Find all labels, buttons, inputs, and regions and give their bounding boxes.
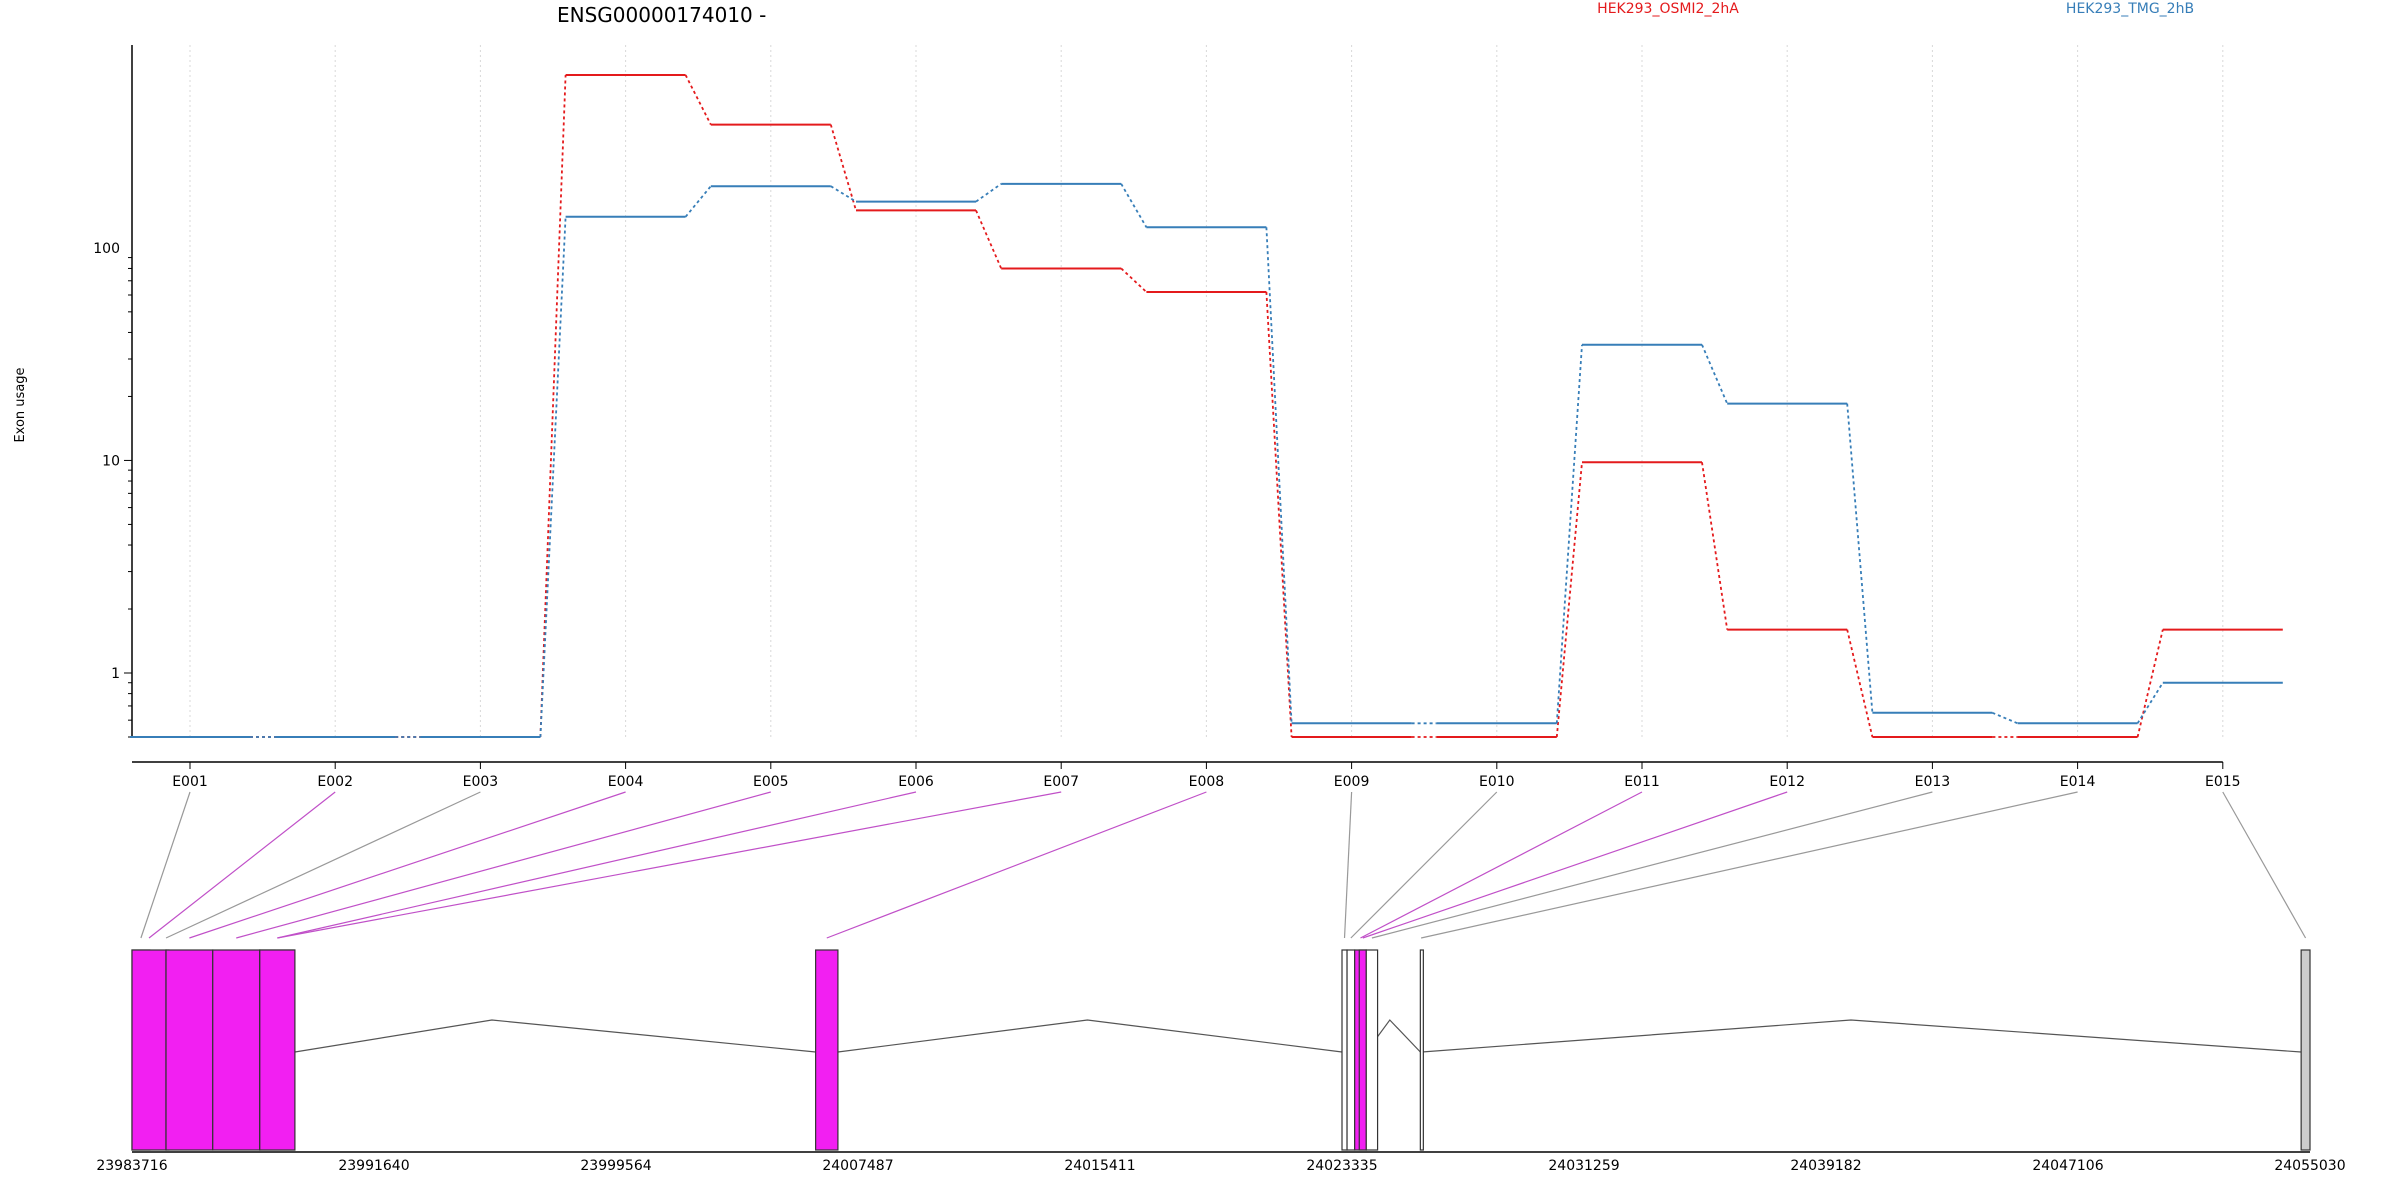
exon-box-e013	[1365, 949, 1379, 1151]
axes: 1 10 100 E001 E002 E003 E004 E005 E006 E007 E008 E0…	[93, 45, 2241, 790]
x-tick-label-e014: E014	[2060, 774, 2096, 790]
series-1-connector	[1701, 462, 1729, 630]
genome-coordinate-label: 24023335	[1306, 1158, 1377, 1174]
x-tick-label-e002: E002	[317, 774, 353, 790]
x-tick-label-e007: E007	[1043, 774, 1079, 790]
genome-coordinate-label: 24047106	[2032, 1158, 2103, 1174]
genome-coordinate-label: 24055030	[2274, 1158, 2345, 1174]
x-tick-label-e001: E001	[172, 774, 208, 790]
exon-connector-e007	[277, 791, 1062, 939]
exon-connector-e008	[826, 791, 1207, 939]
exon-connector-e005	[236, 791, 771, 939]
exon-connector-e006	[277, 791, 917, 939]
exon-box-e009	[1341, 949, 1348, 1151]
series-2-connector	[975, 183, 1002, 203]
exon-box-e012	[1358, 949, 1367, 1151]
series-1-connector	[829, 124, 857, 211]
x-tick-label-e004: E004	[608, 774, 644, 790]
series-1-connector	[975, 210, 1003, 269]
exon-connector-e012	[1362, 791, 1788, 939]
genome-coordinate-label: 24039182	[1790, 1158, 1861, 1174]
exon-connectors	[140, 791, 2307, 939]
series-2-connector	[1265, 227, 1293, 724]
gene-model: 23983716 23991640 23999564 24007487 24015411…	[96, 949, 2346, 1174]
x-tick-label-e010: E010	[1479, 774, 1515, 790]
intron	[1421, 1019, 2302, 1053]
series-2-connector	[684, 185, 712, 218]
y-axis-label: Exon usage	[13, 367, 28, 442]
series-1-connector	[1555, 462, 1583, 738]
exon-connector-e004	[189, 791, 626, 939]
intron	[294, 1019, 816, 1053]
exon-connector-e001	[140, 791, 191, 939]
exon-connector-e010	[1350, 791, 1498, 939]
genome-coordinate-label: 24015411	[1064, 1158, 1135, 1174]
series-2-connector	[1701, 344, 1729, 404]
exon-connector-e002	[148, 791, 336, 939]
x-tick-label-e012: E012	[1769, 774, 1805, 790]
series-2-connector	[1992, 711, 2018, 725]
genome-coordinate-label: 23999564	[580, 1158, 651, 1174]
series-2-connector	[539, 216, 567, 738]
x-tick-label-e011: E011	[1624, 774, 1660, 790]
x-tick-label-e005: E005	[753, 774, 789, 790]
series-lines	[130, 74, 2283, 738]
y-tick-label: 1	[111, 666, 120, 682]
series-2-connector	[1846, 403, 1874, 713]
x-tick-label-e003: E003	[463, 774, 499, 790]
exon-box-e005	[212, 949, 261, 1151]
genome-coordinate-label: 23983716	[96, 1158, 167, 1174]
exon-box-e002	[131, 949, 167, 1151]
y-tick-label: 100	[93, 241, 120, 257]
exon-connector-e009	[1343, 791, 1353, 939]
x-tick-label-e008: E008	[1189, 774, 1225, 790]
exon-connector-e003	[165, 791, 481, 939]
genome-coordinate-label: 24031259	[1548, 1158, 1619, 1174]
series-2-connector	[1120, 183, 1148, 228]
series-1-connector	[684, 74, 712, 126]
exon-box-e007	[259, 949, 296, 1151]
legend-entry-2: HEK293_TMG_2hB	[2066, 1, 2194, 17]
series-1-connector	[539, 75, 567, 738]
x-tick-label-e013: E013	[1915, 774, 1951, 790]
exon-connector-e011	[1360, 791, 1643, 939]
exon-box-e010	[1346, 949, 1356, 1151]
exon-connector-e015	[2222, 791, 2307, 939]
exon-box-e008	[815, 949, 839, 1151]
exon-connector-e014	[1420, 791, 2078, 939]
exon-connector-e013	[1371, 791, 1933, 939]
x-tick-label-e015: E015	[2205, 774, 2241, 790]
series-1-connector	[1120, 267, 1148, 293]
exon-box-e014	[1419, 949, 1424, 1151]
series-1-connector	[1846, 629, 1874, 738]
chart-title: ENSG00000174010 -	[557, 3, 766, 27]
series-2-connector	[2136, 682, 2164, 724]
x-tick-label-e009: E009	[1334, 774, 1370, 790]
gridlines	[189, 45, 2224, 737]
x-tick-label-e006: E006	[898, 774, 934, 790]
series-1-connector	[1265, 291, 1293, 738]
series-1-connector	[2136, 629, 2164, 738]
y-tick-label: 10	[102, 453, 120, 469]
genome-coordinate-label: 23991640	[338, 1158, 409, 1174]
series-2-connector	[1555, 344, 1583, 724]
intron	[837, 1019, 1343, 1053]
genome-coordinate-label: 24007487	[822, 1158, 893, 1174]
legend-entry-1: HEK293_OSMI2_2hA	[1597, 1, 1739, 17]
exon-box-e004	[165, 949, 214, 1151]
exon-box-e015	[2300, 949, 2311, 1151]
legend: HEK293_OSMI2_2hA HEK293_TMG_2hB	[1597, 1, 2194, 17]
series-2-connector	[830, 185, 857, 203]
